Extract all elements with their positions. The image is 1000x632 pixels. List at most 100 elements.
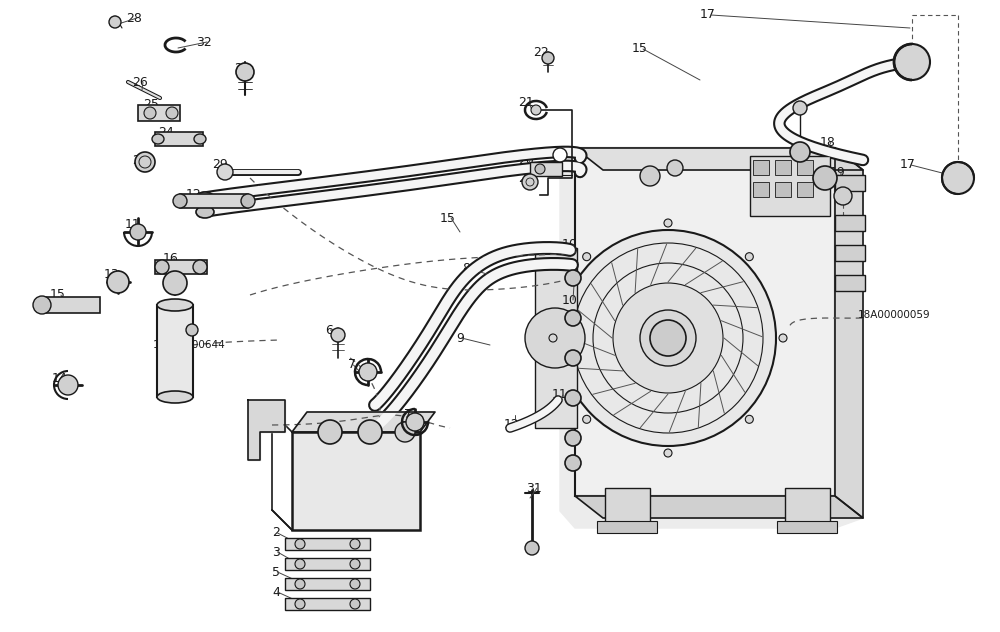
Text: 4: 4 [272,585,280,599]
Circle shape [135,152,155,172]
Circle shape [193,260,207,274]
Text: 27: 27 [234,61,250,75]
Text: 7: 7 [404,408,412,422]
Circle shape [166,107,178,119]
Bar [285,538,370,550]
Bar [292,432,420,530]
Text: 18A00000059: 18A00000059 [858,310,931,320]
Text: 5: 5 [272,566,280,578]
Circle shape [350,559,360,569]
Text: 19: 19 [830,166,846,178]
Ellipse shape [157,299,193,311]
Text: 9: 9 [456,332,464,344]
Bar [797,160,813,175]
Polygon shape [560,148,863,528]
Text: 17: 17 [900,159,916,171]
Circle shape [295,599,305,609]
Circle shape [395,422,415,442]
Circle shape [942,162,974,194]
Polygon shape [575,148,863,170]
Bar [753,160,769,175]
Circle shape [406,413,424,431]
Circle shape [793,101,807,115]
Circle shape [565,430,581,446]
Circle shape [163,271,187,295]
Text: 18: 18 [852,176,868,188]
Circle shape [613,283,723,393]
Text: 15: 15 [632,42,648,56]
Text: 24: 24 [158,126,174,138]
Circle shape [318,420,342,444]
Circle shape [525,541,539,555]
Bar [155,260,207,274]
Bar [750,156,830,216]
Bar [42,297,100,313]
Polygon shape [835,148,863,518]
Bar [155,132,203,146]
Text: 29: 29 [212,159,228,171]
Text: 18A00000644: 18A00000644 [153,340,226,350]
Circle shape [350,599,360,609]
Text: 20: 20 [518,154,534,166]
Circle shape [745,415,753,423]
Circle shape [186,324,198,336]
Circle shape [560,230,776,446]
Bar [530,162,562,176]
Text: 17: 17 [700,8,716,21]
Ellipse shape [196,192,214,204]
Circle shape [667,160,683,176]
Text: 2: 2 [272,526,280,540]
Bar [535,248,577,428]
Text: 12: 12 [504,418,520,432]
Ellipse shape [196,206,214,218]
Circle shape [350,579,360,589]
Bar [285,598,370,610]
Bar [138,105,180,121]
Polygon shape [248,400,285,460]
Circle shape [155,260,169,274]
Circle shape [542,52,554,64]
Text: 10: 10 [562,293,578,307]
Text: 22: 22 [533,46,549,59]
Bar [777,521,837,533]
Circle shape [664,219,672,227]
Circle shape [583,253,591,260]
Text: 10: 10 [562,238,578,252]
Text: 32: 32 [196,35,212,49]
Text: 7: 7 [348,358,356,372]
Text: 28: 28 [126,11,142,25]
Polygon shape [292,412,435,432]
Circle shape [522,174,538,190]
Circle shape [109,16,121,28]
Circle shape [58,375,78,395]
Circle shape [144,107,156,119]
Circle shape [295,539,305,549]
Circle shape [664,449,672,457]
Circle shape [358,420,382,444]
Bar [753,182,769,197]
Text: 15: 15 [440,212,456,224]
Polygon shape [575,496,863,518]
Text: 12: 12 [186,188,202,202]
Text: 8: 8 [462,262,470,274]
Circle shape [236,63,254,81]
Circle shape [834,187,852,205]
Circle shape [640,166,660,186]
Ellipse shape [194,134,206,144]
Text: 11: 11 [552,389,568,401]
Circle shape [565,310,581,326]
Text: 14: 14 [52,372,68,384]
Bar [157,305,193,397]
Circle shape [565,270,581,286]
Circle shape [241,194,255,208]
Circle shape [107,271,129,293]
Circle shape [295,559,305,569]
Text: 26: 26 [132,75,148,88]
Circle shape [130,224,146,240]
Circle shape [790,142,810,162]
Bar [597,521,657,533]
Circle shape [295,579,305,589]
Circle shape [894,44,930,80]
Circle shape [331,328,345,342]
Circle shape [779,334,787,342]
